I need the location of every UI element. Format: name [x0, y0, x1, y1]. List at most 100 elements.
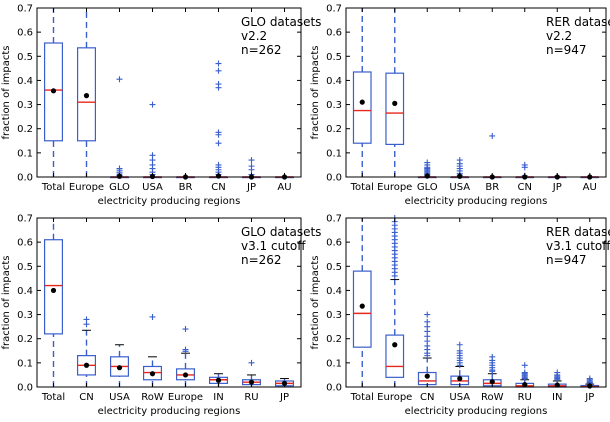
- panel-annotation: n=947: [546, 43, 587, 57]
- y-tick-label: 0.2: [17, 334, 33, 345]
- outlier-point: [248, 157, 255, 164]
- y-axis-label: fraction of impacts: [310, 255, 321, 349]
- box-total: [352, 8, 372, 177]
- y-tick-label: 0.6: [17, 28, 33, 39]
- outlier-point: [116, 76, 123, 83]
- x-tick-label: RU: [244, 392, 258, 403]
- x-tick-label: GLO: [109, 182, 130, 193]
- mean-marker: [50, 287, 57, 294]
- box-body: [43, 42, 64, 142]
- outlier-point: [456, 362, 463, 369]
- panel-annotation: GLO datasets: [241, 15, 321, 29]
- outlier-point: [424, 352, 431, 359]
- box-br: [482, 132, 502, 180]
- x-tick-label: USA: [109, 392, 130, 403]
- y-tick-label: 0.2: [326, 124, 342, 135]
- mean-marker: [424, 373, 430, 379]
- y-tick-label: 0.6: [326, 238, 342, 249]
- chart-panel-1: 0.0 0.1 0.2 0.3 0.4 0.5 0.6 0.7 Total Europe GLO US…: [1, 4, 321, 208]
- plot-frame: [345, 7, 607, 178]
- outlier-point: [521, 375, 528, 382]
- panel-annotation: v3.1 cutoff: [546, 239, 610, 253]
- y-tick-label: 0.3: [17, 100, 33, 111]
- x-tick-label: CN: [420, 392, 434, 403]
- y-tick-label: 0.4: [17, 76, 33, 87]
- panel-annotation: n=262: [241, 43, 282, 57]
- y-tick-label: 0.2: [326, 334, 342, 345]
- box-usa: [142, 101, 163, 180]
- y-axis-label: fraction of impacts: [310, 45, 321, 139]
- outlier-point: [521, 362, 528, 369]
- y-tick-label: 0.3: [326, 100, 342, 111]
- panel-annotation: n=262: [241, 253, 282, 267]
- plot-frame: [36, 217, 302, 388]
- x-tick-label: USA: [449, 392, 470, 403]
- outlier-point: [489, 132, 496, 139]
- plot-frame: [345, 217, 607, 388]
- outlier-point: [182, 326, 189, 333]
- y-tick-label: 0.5: [17, 262, 33, 273]
- y-tick-label: 0.2: [17, 124, 33, 135]
- x-tick-label: GLO: [417, 182, 438, 193]
- y-tick-label: 0.0: [17, 173, 33, 184]
- box-glo: [109, 76, 130, 179]
- mean-marker: [489, 379, 495, 385]
- panel-annotation: RER datasets: [546, 15, 610, 29]
- y-tick-label: 0.4: [326, 286, 342, 297]
- y-tick-label: 0.1: [17, 148, 33, 159]
- outlier-point: [149, 101, 156, 108]
- y-tick-label: 0.4: [17, 286, 33, 297]
- outlier-point: [521, 164, 528, 171]
- box-body: [352, 71, 372, 144]
- outlier-point: [456, 341, 463, 348]
- y-tick-label: 0.0: [326, 383, 342, 394]
- x-tick-label: Europe: [377, 392, 412, 403]
- x-tick-label: JP: [552, 182, 562, 193]
- y-tick-label: 0.6: [326, 28, 342, 39]
- x-tick-label: Total: [350, 182, 374, 193]
- outlier-point: [554, 376, 561, 383]
- box-europe: [385, 215, 405, 387]
- x-tick-label: CN: [79, 392, 93, 403]
- y-tick-label: 0.1: [326, 358, 342, 369]
- outlier-point: [215, 67, 222, 74]
- box-cn: [76, 316, 97, 387]
- mean-marker: [149, 371, 156, 377]
- y-axis-label: fraction of impacts: [1, 45, 12, 139]
- outlier-point: [424, 311, 431, 318]
- x-tick-label: IN: [213, 392, 223, 403]
- x-axis-label: electricity producing regions: [98, 406, 241, 417]
- x-tick-label: USA: [449, 182, 470, 193]
- y-tick-label: 0.5: [326, 52, 342, 63]
- y-tick-label: 0.3: [17, 310, 33, 321]
- outlier-point: [215, 140, 222, 147]
- box-body: [43, 239, 64, 335]
- x-tick-label: IN: [552, 392, 562, 403]
- box-body: [385, 72, 405, 146]
- y-tick-label: 0.5: [326, 262, 342, 273]
- box-row: [482, 353, 502, 387]
- x-tick-label: RoW: [481, 392, 504, 403]
- panel-annotation: RER datasets: [546, 225, 610, 239]
- x-tick-label: JP: [584, 392, 594, 403]
- mean-marker: [457, 375, 463, 382]
- box-cn: [208, 60, 229, 179]
- x-tick-label: BR: [485, 182, 499, 193]
- mean-marker: [392, 342, 398, 348]
- x-axis-label: electricity producing regions: [405, 196, 548, 207]
- mean-marker: [392, 100, 398, 106]
- outlier-point: [83, 321, 90, 328]
- x-tick-label: AU: [277, 182, 291, 193]
- x-tick-label: USA: [142, 182, 163, 193]
- mean-marker: [248, 379, 255, 385]
- y-tick-label: 0.7: [17, 4, 33, 15]
- box-usa: [109, 344, 130, 387]
- x-tick-label: Total: [41, 392, 65, 403]
- panel-annotation: GLO datasets: [241, 225, 321, 239]
- mean-marker: [215, 377, 222, 383]
- mean-marker: [182, 372, 189, 378]
- box-europe: [385, 8, 405, 177]
- box-glo: [417, 159, 437, 179]
- x-tick-label: Total: [350, 392, 374, 403]
